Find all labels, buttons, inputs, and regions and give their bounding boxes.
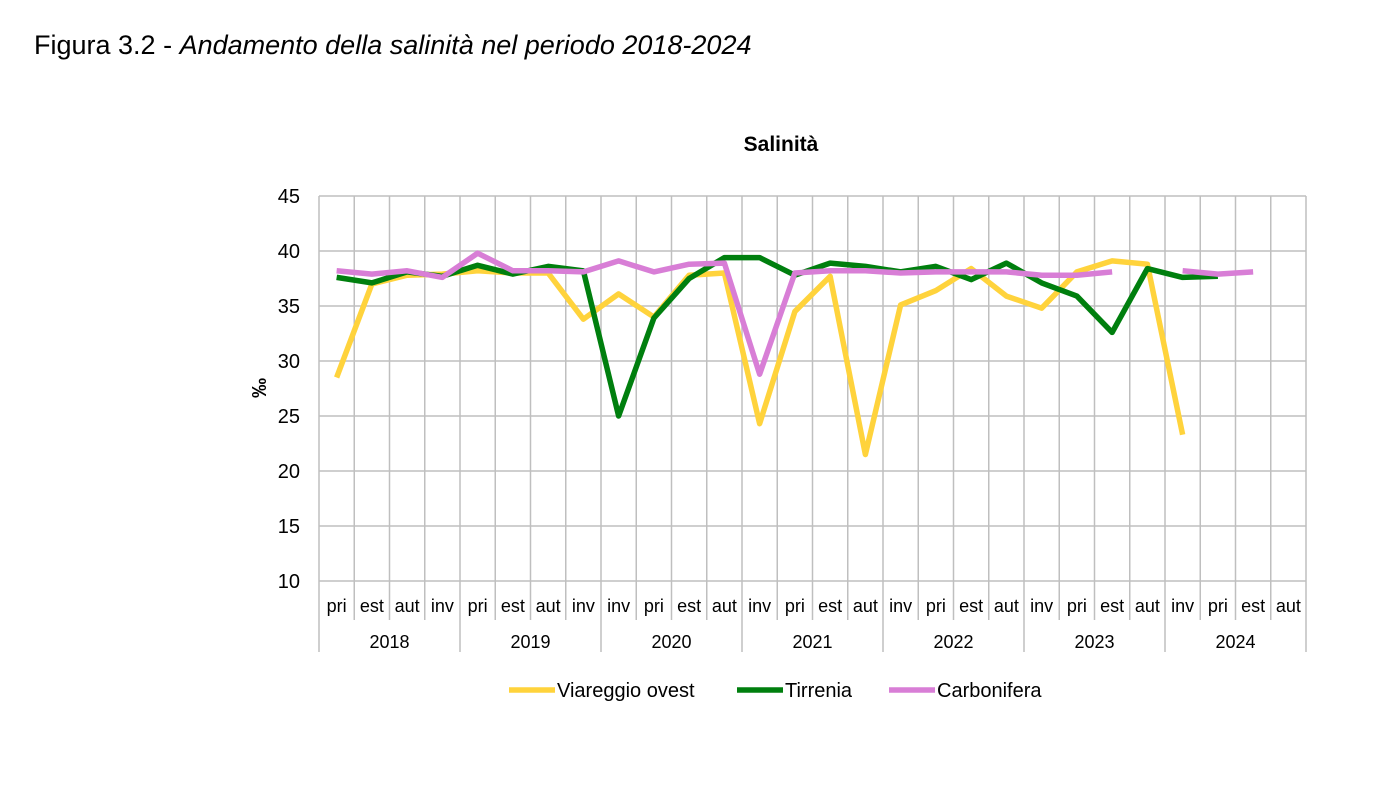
y-tick-label: 15 [278, 516, 300, 538]
x-tick-label: aut [853, 596, 878, 616]
x-tick-label: est [1241, 596, 1265, 616]
x-tick-label: inv [572, 596, 595, 616]
chart-title: Salinità [744, 133, 819, 156]
x-tick-label: aut [395, 596, 420, 616]
x-tick-label: aut [712, 596, 737, 616]
year-label: 2021 [792, 632, 832, 652]
x-tick-label: aut [1276, 596, 1301, 616]
year-label: 2022 [933, 632, 973, 652]
figure-caption: Figura 3.2 - Andamento della salinità ne… [34, 30, 751, 61]
x-tick-label: inv [748, 596, 771, 616]
y-tick-label: 10 [278, 571, 300, 593]
legend-label: Tirrenia [785, 680, 853, 702]
y-tick-label: 35 [278, 296, 300, 318]
x-tick-label: pri [644, 596, 664, 616]
y-axis-label: ‰ [249, 378, 271, 398]
x-tick-label: aut [536, 596, 561, 616]
x-tick-label: pri [1208, 596, 1228, 616]
x-tick-label: est [501, 596, 525, 616]
x-tick-label: inv [1171, 596, 1194, 616]
figure-label: Figura 3.2 - [34, 30, 180, 60]
series-line [334, 258, 1186, 458]
x-tick-label: inv [607, 596, 630, 616]
x-tick-label: est [1100, 596, 1124, 616]
year-label: 2020 [651, 632, 691, 652]
chart-legend: Viareggio ovest Tirrenia Carbonifera [509, 680, 1042, 702]
y-tick-label: 25 [278, 406, 300, 428]
year-label: 2024 [1215, 632, 1255, 652]
x-tick-label: aut [994, 596, 1019, 616]
x-axis-categories: pri est aut inv pri est aut inv inv pri est aut inv p… [327, 596, 1301, 616]
chart-series [334, 250, 1254, 458]
x-tick-label: pri [785, 596, 805, 616]
x-tick-label: est [360, 596, 384, 616]
x-axis-years: 2018 2019 2020 2021 2022 2023 2024 [369, 632, 1255, 652]
x-tick-label: pri [468, 596, 488, 616]
y-tick-label: 30 [278, 351, 300, 373]
figure-caption-text: Andamento della salinità nel periodo 201… [179, 30, 752, 60]
legend-label: Carbonifera [937, 680, 1042, 702]
chart-grid [318, 195, 1307, 652]
year-label: 2018 [369, 632, 409, 652]
y-tick-label: 20 [278, 461, 300, 483]
x-tick-label: inv [1030, 596, 1053, 616]
x-tick-label: pri [327, 596, 347, 616]
x-tick-label: aut [1135, 596, 1160, 616]
y-tick-label: 40 [278, 241, 300, 263]
x-tick-label: pri [926, 596, 946, 616]
x-tick-label: inv [889, 596, 912, 616]
x-tick-label: est [818, 596, 842, 616]
year-label: 2019 [510, 632, 550, 652]
x-tick-label: inv [431, 596, 454, 616]
series-line [336, 250, 1254, 377]
x-tick-label: pri [1067, 596, 1087, 616]
x-tick-label: est [959, 596, 983, 616]
year-label: 2023 [1074, 632, 1114, 652]
y-axis-ticks: 10 15 20 25 30 35 40 45 [278, 186, 300, 593]
legend-label: Viareggio ovest [557, 680, 695, 702]
y-tick-label: 45 [278, 186, 300, 208]
x-tick-label: est [677, 596, 701, 616]
series-line [336, 254, 1218, 419]
